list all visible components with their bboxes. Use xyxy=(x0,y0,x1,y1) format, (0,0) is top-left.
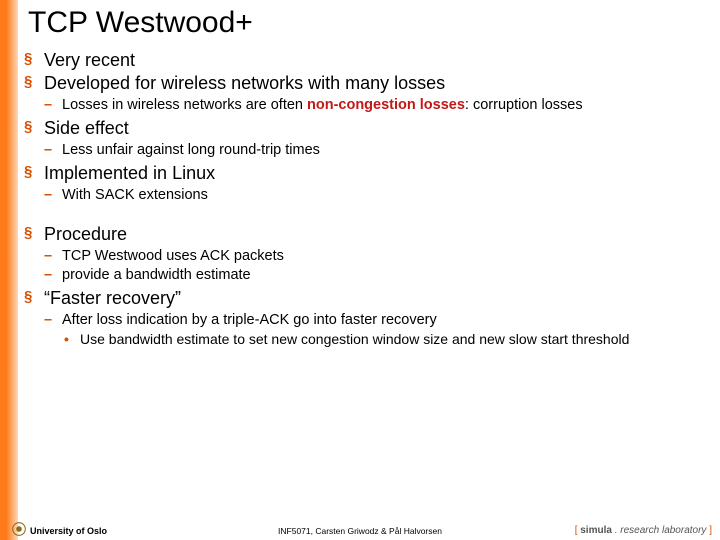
footer-right: [ simula . research laboratory ] xyxy=(575,525,712,536)
bullet-text: Very recent xyxy=(44,50,710,71)
sub-text: : corruption losses xyxy=(465,97,583,113)
bullet-text: Developed for wireless networks with man… xyxy=(44,73,710,94)
sub-bullet: After loss indication by a triple-ACK go… xyxy=(44,311,710,349)
bullet-item: Implemented in Linux With SACK extension… xyxy=(24,163,710,204)
simula-name: simula xyxy=(580,525,612,536)
sub-bullet: TCP Westwood uses ACK packets xyxy=(44,247,710,265)
sub-bullet: With SACK extensions xyxy=(44,186,710,204)
bullet-item: Developed for wireless networks with man… xyxy=(24,73,710,114)
bullet-text: Procedure xyxy=(44,224,710,245)
slide-title: TCP Westwood+ xyxy=(28,6,253,40)
bullet-item: Procedure TCP Westwood uses ACK packets … xyxy=(24,224,710,283)
slide-content: Very recent Developed for wireless netwo… xyxy=(24,50,710,352)
simula-lab: research laboratory xyxy=(620,525,706,536)
sub-bullet: provide a bandwidth estimate xyxy=(44,266,710,284)
sub-bullet: Losses in wireless networks are often no… xyxy=(44,96,710,114)
sub-bullet: Less unfair against long round-trip time… xyxy=(44,141,710,159)
bullet-item: Side effect Less unfair against long rou… xyxy=(24,118,710,159)
bullet-text: Side effect xyxy=(44,118,710,139)
bullet-item: Very recent xyxy=(24,50,710,71)
bracket-icon: ] xyxy=(706,525,712,536)
bullet-text: Implemented in Linux xyxy=(44,163,710,184)
sub-text: After loss indication by a triple-ACK go… xyxy=(62,312,437,328)
sub2-bullet: Use bandwidth estimate to set new conges… xyxy=(62,331,710,349)
sub-text: Losses in wireless networks are often xyxy=(62,97,307,113)
footer: University of Oslo INF5071, Carsten Griw… xyxy=(0,518,720,540)
bullet-item: “Faster recovery” After loss indication … xyxy=(24,288,710,349)
bullet-text: “Faster recovery” xyxy=(44,288,710,309)
emphasis-text: non-congestion losses xyxy=(307,97,465,113)
accent-sidebar xyxy=(0,0,18,540)
